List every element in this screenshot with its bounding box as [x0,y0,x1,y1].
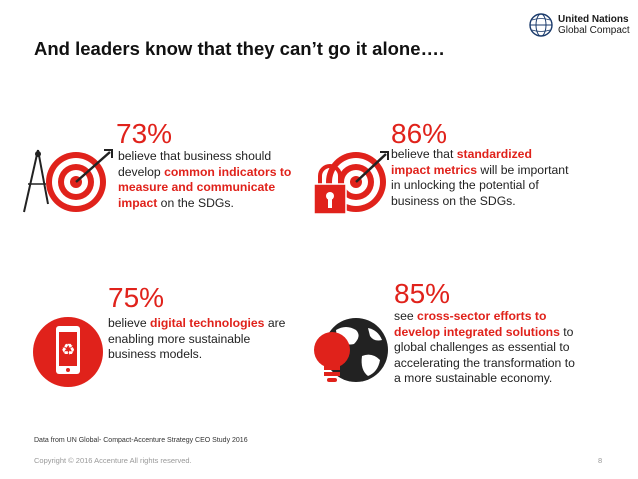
copyright: Copyright © 2016 Accenture All rights re… [34,456,192,465]
stat1-text-after: on the SDGs. [157,195,234,210]
slide-title: And leaders know that they can’t go it a… [34,38,445,59]
stat3-percent: 75% [108,282,165,313]
stat1-text-before: believe that business should develop [118,149,272,179]
source-note: Data from UN Global- Compact-Accenture S… [34,437,248,444]
stat1-highlight: common indicators to measure and communi… [118,164,292,210]
stat4-percent: 85% [394,278,451,309]
un-global-compact-logo: United Nations Global Compact [528,10,632,40]
globe-logo-icon [529,13,553,37]
logo-line1: United Nations [558,14,629,25]
stat3-highlight: digital technologies [150,316,265,330]
stat2-percent: 86% [391,118,448,149]
stat3-text-before: believe [108,316,151,330]
stat3-description: believe digital technologies are enablin… [108,316,290,363]
stat2-highlight: standardized impact metrics [391,147,532,177]
stat4-description: see cross-sector efforts to develop inte… [394,309,576,387]
stat4-text-before: see [394,309,418,323]
stat4-text-after: to global challenges as essential to acc… [394,324,575,386]
stat2-description: believe that standardized impact metrics… [391,147,571,209]
stat1-description: believe that business should develop com… [118,149,296,211]
lightbulb-globe-icon [314,318,388,382]
svg-text:♻: ♻ [61,340,75,359]
target-lock-icon [313,151,389,215]
smartphone-recycle-icon: ♻ [33,317,103,387]
stat3-text-after: are enabling more sustainable business m… [108,316,286,361]
stat1-percent: 73% [116,118,173,149]
target-compass-icon [23,149,113,213]
stat4-highlight: cross-sector efforts to develop integrat… [394,309,560,339]
stat2-text-after: will be important in unlocking the poten… [391,162,569,208]
page-number: 8 [598,456,603,465]
logo-line2: Global Compact [558,25,630,36]
stat2-text-before: believe that [391,147,457,161]
